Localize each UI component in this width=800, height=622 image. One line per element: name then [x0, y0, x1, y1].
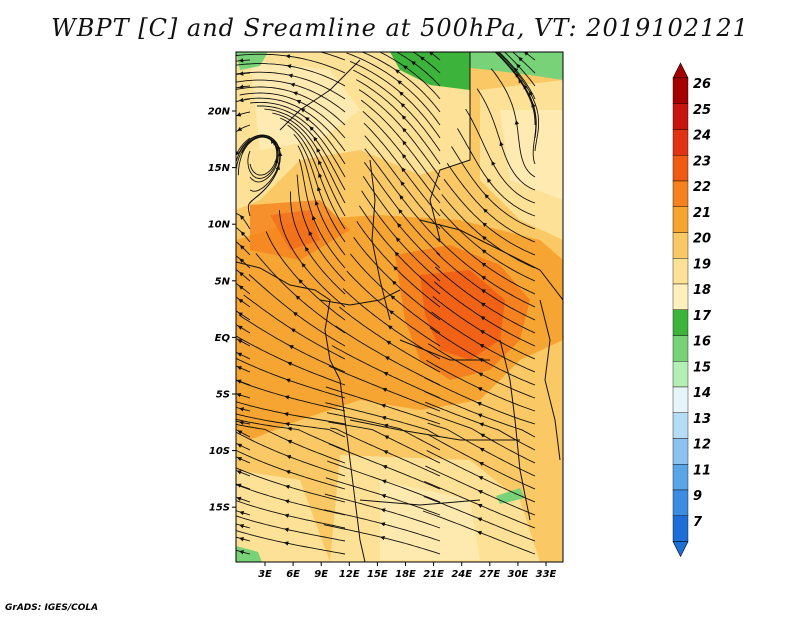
colorbar-segment: [673, 78, 688, 104]
colorbar-label: 19: [693, 257, 711, 272]
streamline-arrow: [241, 100, 244, 101]
colorbar-label: 17: [693, 309, 712, 324]
streamline-arrow: [287, 424, 290, 425]
colorbar: 26 25 24 23 22 21 20 19 18 17 16 15 14 13 12 11 9 7: [673, 63, 712, 557]
colorbar-segment: [673, 490, 688, 516]
colorbar-label: 20: [693, 232, 711, 247]
colorbar-segment: [673, 464, 688, 490]
colorbar-label: 23: [693, 154, 711, 169]
lat-tick-label: 5S: [216, 390, 230, 401]
lon-tick-label: 30E: [508, 569, 529, 580]
streamline-arrow: [517, 122, 518, 125]
lon-tick-label: 24E: [451, 569, 472, 580]
colorbar-segment: [673, 361, 688, 387]
lon-tick-label: 9E: [314, 569, 328, 580]
lat-tick-label: EQ: [215, 333, 231, 344]
colorbar-label: 13: [693, 412, 711, 427]
colorbar-label: 12: [693, 438, 711, 453]
colorbar-label: 16: [693, 335, 711, 350]
streamline-arrow: [286, 414, 289, 415]
colorbar-label: 11: [693, 463, 711, 478]
lon-tick-label: 3E: [258, 569, 272, 580]
lat-tick-label: 15S: [209, 503, 230, 514]
lat-tick-label: 5N: [215, 276, 231, 287]
lon-tick-label: 18E: [395, 569, 416, 580]
lon-tick-label: 12E: [339, 569, 360, 580]
colorbar-label: 22: [693, 180, 711, 195]
colorbar-segment: [673, 439, 688, 465]
latitude-axis: 20N 15N 10N 5N EQ 5S 10S 15S: [208, 107, 236, 514]
lon-tick-label: 33E: [536, 569, 557, 580]
colorbar-segment: [673, 258, 688, 284]
colorbar-segment: [673, 104, 688, 130]
streamline-arrow: [289, 66, 292, 67]
colorbar-label: 24: [693, 129, 711, 144]
colorbar-segment: [673, 310, 688, 336]
colorbar-segment: [673, 413, 688, 439]
colorbar-segment: [673, 207, 688, 233]
streamline-arrow: [241, 87, 244, 88]
colorbar-top-arrow: [673, 63, 688, 78]
colorbar-segment: [673, 233, 688, 259]
lon-tick-label: 21E: [423, 569, 444, 580]
lat-tick-label: 10S: [209, 446, 230, 457]
colorbar-label: 26: [693, 77, 711, 92]
colorbar-bottom-arrow: [673, 542, 688, 557]
colorbar-label: 9: [693, 489, 702, 504]
colorbar-segment: [673, 516, 688, 542]
streamline-arrow: [286, 543, 289, 544]
colorbar-segment: [673, 336, 688, 362]
lon-tick-label: 6E: [286, 569, 300, 580]
colorbar-segment: [673, 155, 688, 181]
lon-tick-label: 27E: [479, 569, 500, 580]
streamline-arrow: [314, 50, 317, 51]
lat-tick-label: 20N: [208, 107, 231, 118]
lat-tick-label: 15N: [208, 163, 231, 174]
colorbar-label: 18: [693, 283, 711, 298]
lat-tick-label: 10N: [208, 220, 231, 231]
colorbar-segment: [673, 130, 688, 156]
colorbar-label: 7: [693, 515, 703, 530]
colorbar-label: 25: [693, 103, 711, 118]
colorbar-segment: [673, 387, 688, 413]
lon-tick-label: 15E: [367, 569, 388, 580]
colorbar-label: 21: [693, 206, 711, 221]
colorbar-segment: [673, 181, 688, 207]
streamline-arrow: [241, 422, 244, 423]
credit-label: GrADS: IGES/COLA: [5, 603, 98, 613]
longitude-axis: 3E 6E 9E 12E 15E 18E 21E 24E 27E 30E 33E: [258, 562, 556, 580]
colorbar-segment: [673, 284, 688, 310]
colorbar-label: 14: [693, 386, 711, 401]
colorbar-label: 15: [693, 360, 711, 375]
